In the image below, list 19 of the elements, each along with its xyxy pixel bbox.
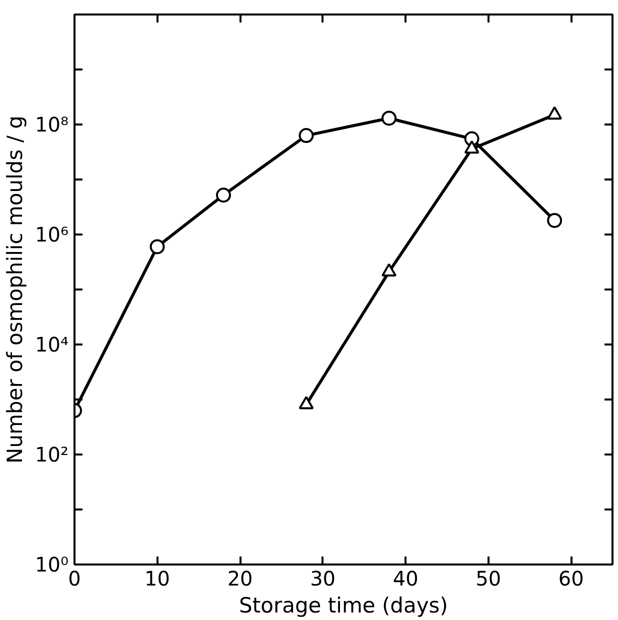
y-axis-title: Number of osmophilic moulds / g xyxy=(3,116,28,464)
y-tick-label: 10⁶ xyxy=(35,222,68,246)
point xyxy=(298,128,314,144)
x-tick-label: 10 xyxy=(144,566,170,590)
x-tick-label: 60 xyxy=(558,566,584,590)
x-tick-label: 20 xyxy=(227,566,253,590)
x-tick-label: 40 xyxy=(392,566,418,590)
y-tick-label: 10⁴ xyxy=(35,332,68,356)
point xyxy=(382,110,397,126)
point xyxy=(150,239,165,254)
x-tick-label: 0 xyxy=(68,566,81,590)
x-tick-label: 30 xyxy=(310,566,336,590)
x-tick-label: 50 xyxy=(476,566,502,590)
y-tick-label: 10⁰ xyxy=(35,552,68,576)
y-tick-label: 10² xyxy=(35,442,68,466)
point xyxy=(216,188,231,203)
point xyxy=(547,212,562,228)
x-axis-title: Storage time (days) xyxy=(239,594,448,618)
y-tick-label: 10⁸ xyxy=(35,112,68,136)
